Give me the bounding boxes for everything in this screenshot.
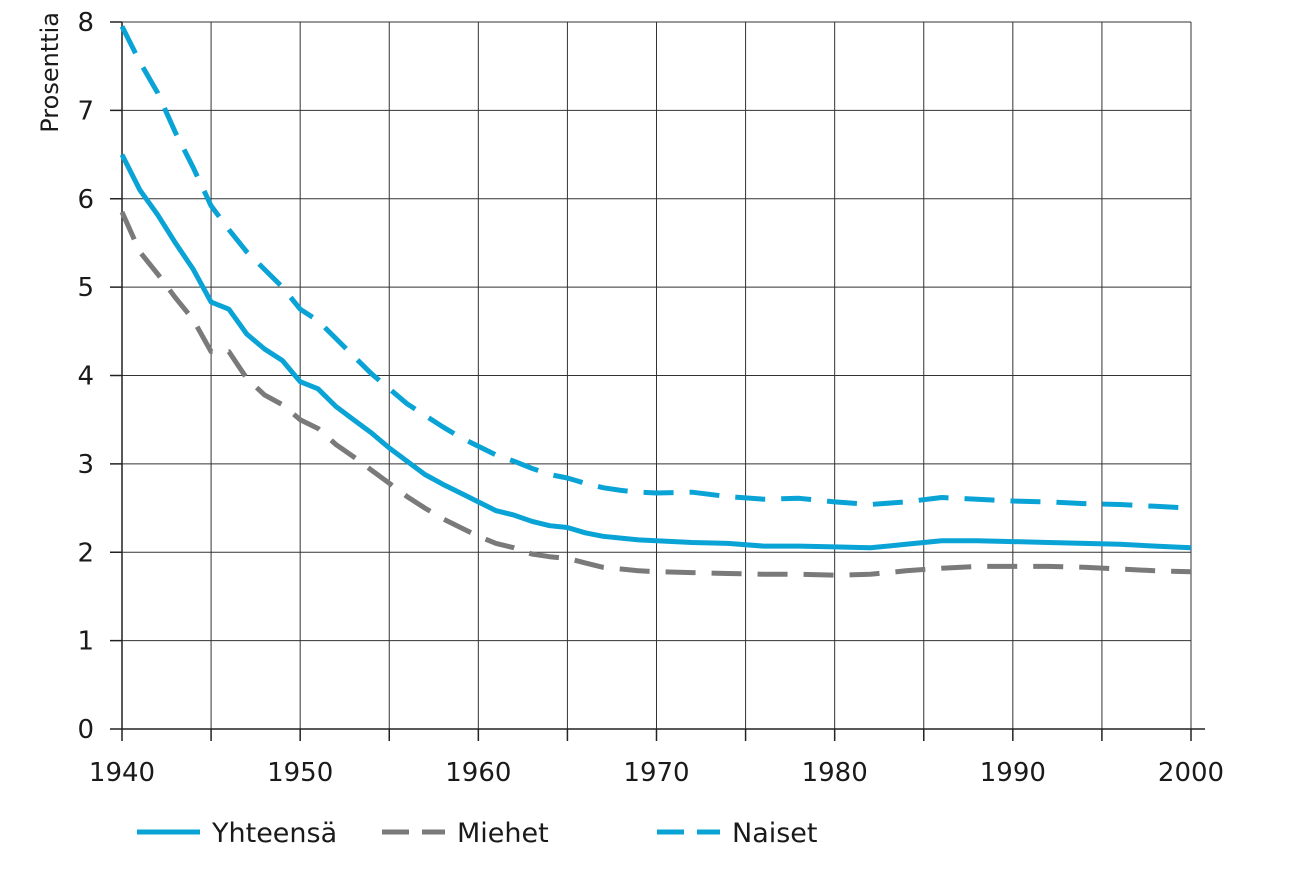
x-tick-label: 2000	[1158, 758, 1224, 788]
x-tick-label: 1970	[623, 758, 689, 788]
legend-label: Miehet	[457, 818, 549, 849]
y-tick-label: 3	[77, 450, 94, 480]
legend: Yhteensä Miehet Naiset	[137, 818, 818, 849]
series-lines	[119, 25, 1192, 578]
x-tick-label: 1960	[445, 758, 511, 788]
y-axis-title: Prosenttia	[36, 12, 64, 133]
series-line-naiset	[119, 25, 1192, 511]
x-tick-label: 1940	[89, 758, 155, 788]
series-line-miehet	[119, 210, 1192, 578]
y-tick-label: 4	[77, 362, 94, 392]
x-tick-label: 1980	[802, 758, 868, 788]
y-tick-label: 2	[77, 538, 94, 568]
y-tick-label: 6	[77, 185, 94, 215]
series-line-yhteensä	[119, 153, 1192, 551]
tick-labels: 0 1 2 3 4 5 6 7 8 1940 1950 1960 1970 1980 1990 2000	[77, 8, 1224, 788]
grid-lines	[122, 21, 1192, 729]
y-tick-label: 7	[77, 96, 94, 126]
legend-label: Naiset	[732, 818, 818, 849]
y-tick-label: 1	[77, 627, 94, 657]
y-tick-label: 5	[77, 273, 94, 303]
legend-label: Yhteensä	[211, 818, 337, 849]
x-tick-label: 1950	[267, 758, 333, 788]
x-tick-label: 1990	[980, 758, 1046, 788]
axes	[110, 21, 1205, 741]
y-tick-label: 0	[77, 715, 94, 745]
y-tick-label: 8	[77, 8, 94, 38]
